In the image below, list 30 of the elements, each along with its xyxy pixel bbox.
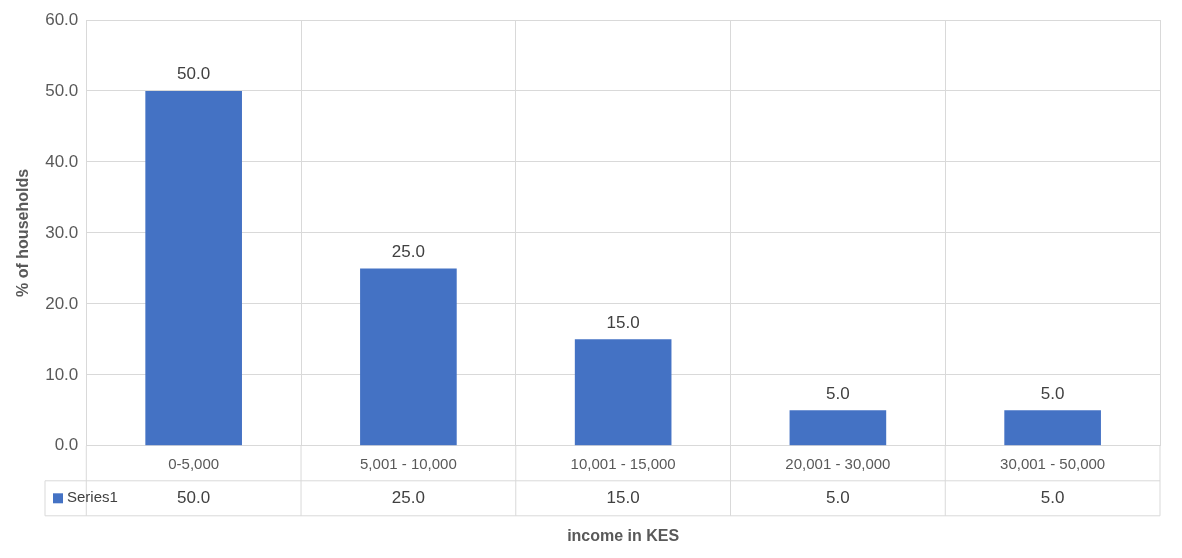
x-tick-label: 0-5,000 xyxy=(168,454,220,472)
bar xyxy=(789,410,887,446)
data-label: 5.0 xyxy=(826,487,850,507)
text: 5.0 xyxy=(1040,383,1065,403)
y-tick-label: 50.0 xyxy=(45,80,79,100)
x-tick-label: 10,001 - 15,000 xyxy=(570,454,676,472)
text: 50.0 xyxy=(177,64,211,84)
x-tick-label: 20,001 - 30,000 xyxy=(785,454,891,472)
legend-label: Series1 xyxy=(67,488,118,506)
text: 25.0 xyxy=(391,241,425,261)
x-axis-title: income in KES xyxy=(567,526,680,544)
y-tick-label: 60.0 xyxy=(45,9,79,29)
bar xyxy=(574,339,672,446)
data-label: 5.0 xyxy=(1040,487,1065,507)
bar xyxy=(360,268,457,446)
bar xyxy=(1004,410,1101,446)
text: 15.0 xyxy=(606,312,640,332)
y-tick-label: 40.0 xyxy=(45,151,79,171)
y-tick-label: 10.0 xyxy=(45,364,79,384)
x-tick-label: 5,001 - 10,000 xyxy=(360,454,457,472)
y-tick-label: 0.0 xyxy=(54,435,79,455)
data-label: 50.0 xyxy=(177,487,211,507)
y-tick-label: 20.0 xyxy=(45,293,79,313)
bar xyxy=(145,90,242,446)
text: 5.0 xyxy=(826,383,850,403)
y-axis-title: % of households xyxy=(14,168,32,297)
data-label: 25.0 xyxy=(391,487,425,507)
x-tick-label: 30,001 - 50,000 xyxy=(1000,454,1106,472)
y-tick-label: 30.0 xyxy=(45,222,79,242)
data-label: 15.0 xyxy=(606,487,640,507)
